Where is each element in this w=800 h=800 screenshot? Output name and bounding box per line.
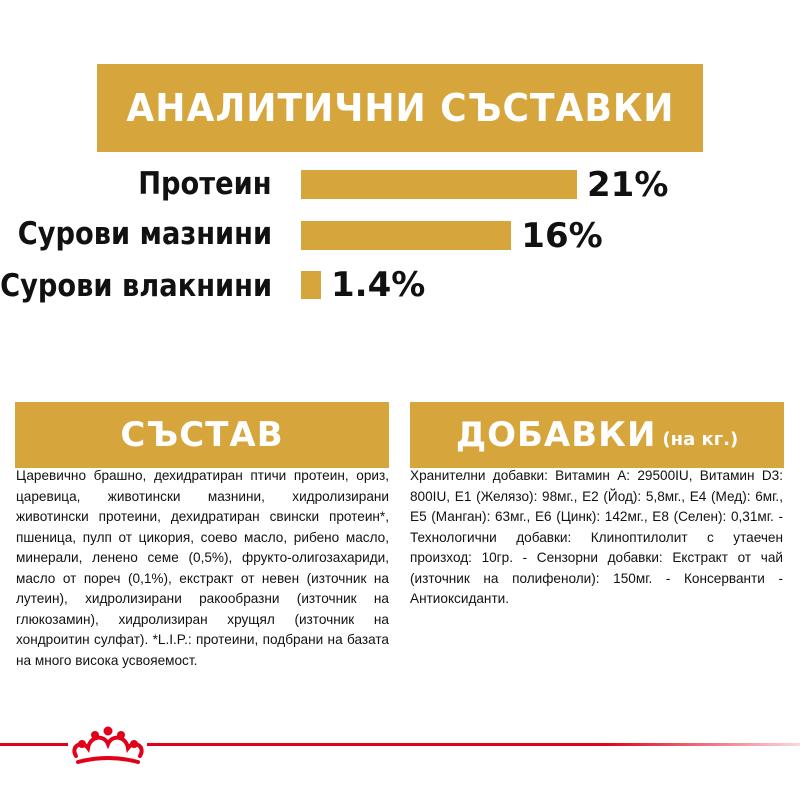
analytical-banner: АНАЛИТИЧНИ СЪСТАВКИ [97, 64, 703, 152]
nutrient-bar-protein [301, 170, 577, 199]
banner-title: АНАЛИТИЧНИ СЪСТАВКИ [125, 86, 675, 130]
footer-line-left [0, 743, 68, 746]
nutrient-value-fiber: 1.4% [331, 265, 426, 305]
additives-title: ДОБАВКИ [455, 415, 657, 455]
composition-header: СЪСТАВ [15, 402, 389, 468]
nutrient-bar-fiber [301, 271, 321, 299]
nutrient-bar-fat [301, 221, 512, 250]
additives-subtitle: (на кг.) [662, 428, 739, 450]
additives-header: ДОБАВКИ (на кг.) [410, 402, 784, 468]
nutrient-value-protein: 21% [587, 164, 669, 205]
nutrient-label-protein: Протеин [138, 166, 272, 202]
footer-line-right [147, 743, 800, 746]
composition-text: Царевично брашно, дехидратиран птичи про… [16, 468, 389, 668]
nutrient-label-fat: Сурови мазнини [17, 216, 272, 252]
composition-title: СЪСТАВ [120, 415, 284, 455]
additives-text: Хранителни добавки: Витамин А: 29500IU, … [410, 468, 783, 606]
royal-canin-crown-icon [72, 726, 144, 764]
nutrient-value-fat: 16% [521, 215, 603, 256]
nutrient-label-fiber: Сурови влакнини [0, 268, 272, 304]
